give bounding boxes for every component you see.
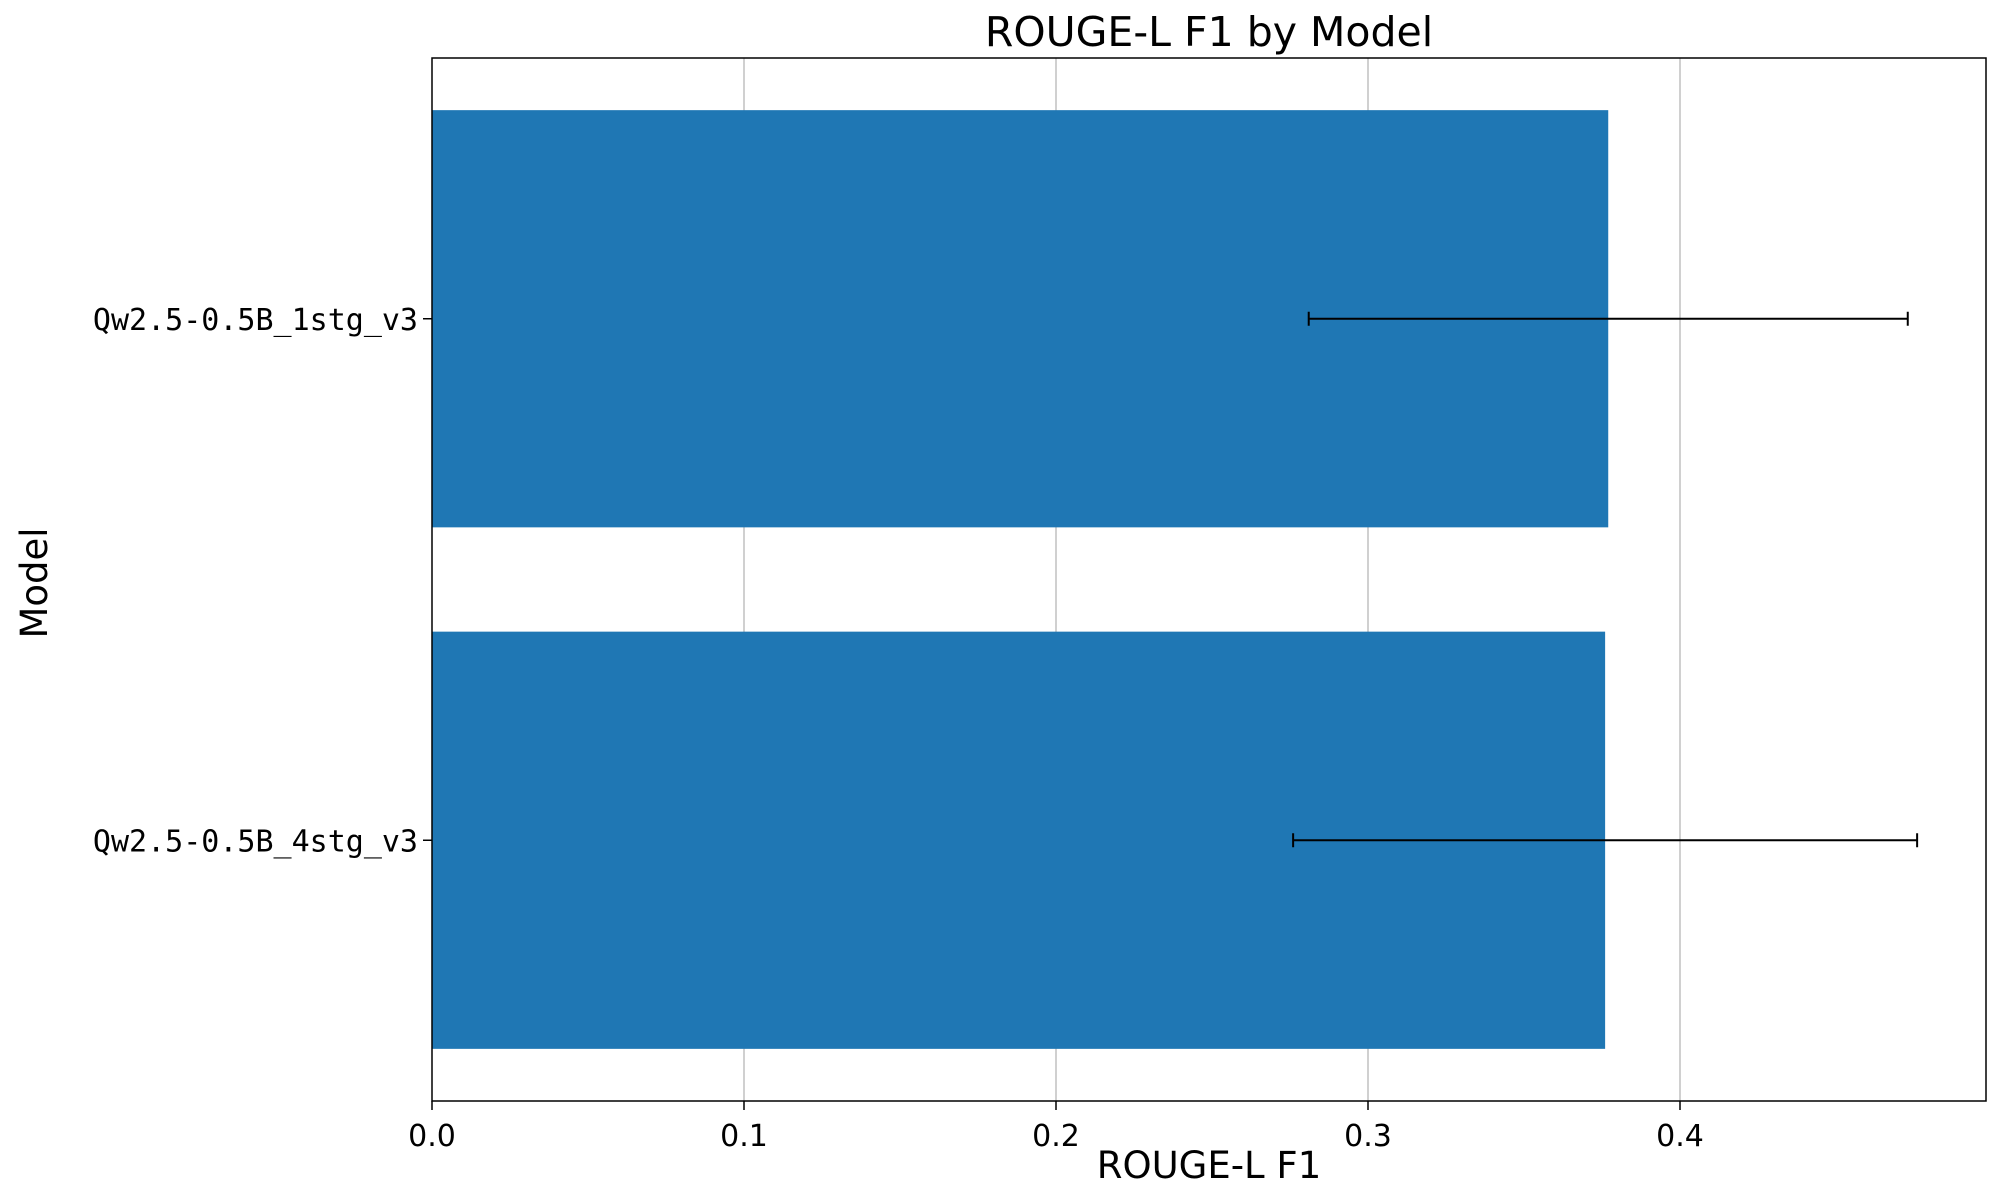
x-tick-label-4: 0.4 [1656,1119,1704,1154]
x-axis-ticks: 0.0 0.1 0.2 0.3 0.4 [408,1101,1704,1154]
x-tick-label-2: 0.2 [1032,1119,1080,1154]
x-tick-label-3: 0.3 [1344,1119,1392,1154]
x-axis-label: ROUGE-L F1 [1097,1144,1322,1187]
x-tick-label-1: 0.1 [720,1119,768,1154]
y-tick-label-1: Qw2.5-0.5B_4stg_v3 [93,824,418,859]
plot-frame [431,57,1987,1102]
error-bars [1292,311,1919,848]
y-tick-label-0: Qw2.5-0.5B_1stg_v3 [93,303,418,338]
x-tick-label-0: 0.0 [408,1119,456,1154]
bars [432,110,1609,1049]
y-axis-label: Model [13,527,56,638]
y-axis-ticks: Qw2.5-0.5B_1stg_v3 Qw2.5-0.5B_4stg_v3 [93,303,432,859]
chart-title: ROUGE-L F1 by Model [985,8,1433,56]
